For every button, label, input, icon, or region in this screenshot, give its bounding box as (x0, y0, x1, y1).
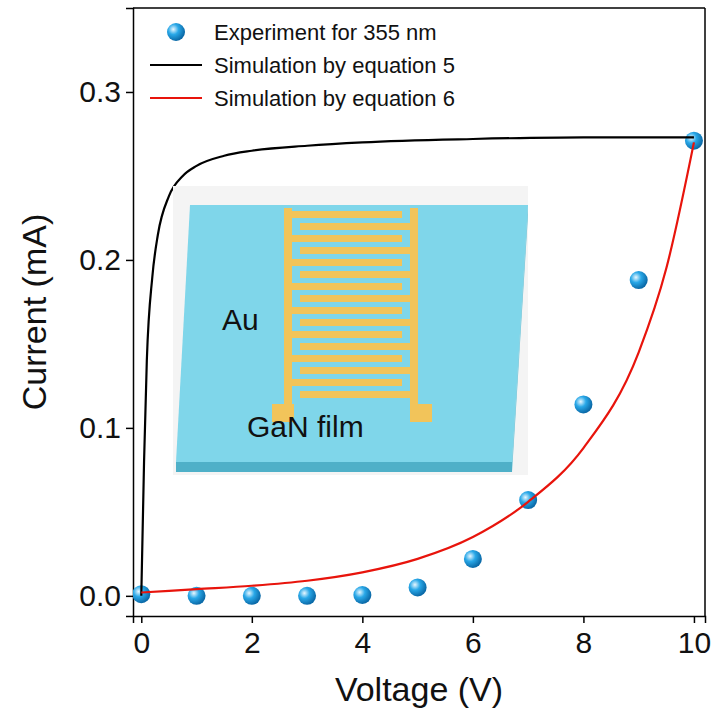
x-tick-mark (473, 616, 475, 623)
legend-entry: Experiment for 355 nm (167, 20, 437, 45)
x-tick-mark (141, 616, 143, 623)
electrode-finger (292, 211, 402, 218)
frame (133, 7, 705, 9)
experiment-point (298, 587, 316, 605)
legend-swatch (167, 23, 185, 41)
x-axis-line (134, 617, 706, 624)
legend-label: Simulation by equation 5 (214, 53, 455, 78)
electrodes (272, 208, 432, 422)
x-tick-mark (694, 616, 696, 623)
x-tick-mark (252, 616, 254, 623)
y-tick: 0.2 (79, 243, 133, 276)
legend-swatch (150, 97, 202, 99)
electrode-finger (292, 379, 402, 386)
frame (704, 8, 706, 616)
gan-plate-side (176, 462, 512, 472)
x-tick-label: 4 (355, 626, 372, 659)
inset: Au GaN film (173, 186, 528, 475)
electrode-finger (300, 319, 410, 326)
y-axis-title: Current (mA) (15, 214, 53, 410)
experiment-point (353, 586, 371, 604)
x-tick-label: 10 (678, 626, 711, 659)
x-tick: 8 (576, 616, 593, 659)
electrode-finger (300, 247, 410, 254)
x-tick: 10 (678, 616, 711, 659)
experiment-point (464, 550, 482, 568)
electrode-finger (292, 283, 402, 290)
gan-plate-top (176, 205, 528, 462)
electrode-finger (300, 343, 410, 350)
inset-label: Au (222, 303, 259, 336)
simulation-line (141, 142, 694, 592)
electrode-finger (292, 235, 402, 242)
y-tick-label: 0.2 (79, 243, 121, 276)
y-axis-line (126, 9, 134, 617)
x-tick-label: 0 (133, 626, 150, 659)
y-axis: 0.0 0.1 0.2 0.3 (79, 9, 133, 617)
electrode-finger (300, 295, 410, 302)
x-tick-label: 6 (465, 626, 482, 659)
x-tick-label: 8 (576, 626, 593, 659)
electrode-finger (292, 331, 402, 338)
y-tick-label: 0.0 (79, 579, 121, 612)
inset-background (173, 186, 528, 475)
legend-entry: Simulation by equation 6 (150, 86, 455, 111)
simulation-line (141, 137, 694, 596)
experiment-point (243, 587, 261, 605)
y-tick-label: 0.3 (79, 75, 121, 108)
chart: 0 2 4 6 8 10 0.0 0.1 0.2 0.3 Au GaN film Voltage (V)… (0, 0, 717, 715)
experiment-point (630, 271, 648, 289)
y-tick: 0.0 (79, 579, 133, 612)
legend-entry: Simulation by equation 5 (150, 53, 455, 78)
x-tick: 6 (465, 616, 482, 659)
y-tick-mark (126, 596, 133, 598)
y-tick: 0.3 (79, 75, 133, 108)
electrode-bus (284, 208, 292, 408)
inset-label: GaN film (247, 410, 364, 443)
x-tick: 0 (133, 616, 150, 659)
y-tick-mark (126, 92, 133, 94)
electrode-finger (300, 223, 410, 230)
x-tick: 4 (355, 616, 372, 659)
experiment-point (409, 578, 427, 596)
data-area (133, 132, 703, 605)
electrode-finger (292, 307, 402, 314)
electrode-finger (300, 271, 410, 278)
electrode-finger (292, 259, 402, 266)
y-tick: 0.1 (79, 411, 133, 444)
y-tick-label: 0.1 (79, 411, 121, 444)
electrode-finger (300, 367, 410, 374)
legend-swatch (150, 64, 202, 66)
legend-label: Experiment for 355 nm (214, 20, 437, 45)
legend: Experiment for 355 nm Simulation by equat… (150, 20, 455, 111)
x-tick: 2 (244, 616, 261, 659)
x-axis-title: Voltage (V) (335, 670, 503, 708)
x-tick-mark (583, 616, 585, 623)
gan-plate-edge (512, 205, 528, 472)
x-axis: 0 2 4 6 8 10 (133, 616, 711, 659)
electrode-bus (410, 208, 418, 408)
legend-label: Simulation by equation 6 (214, 86, 455, 111)
x-tick-label: 2 (244, 626, 261, 659)
y-tick-mark (126, 260, 133, 262)
electrode-finger (292, 355, 402, 362)
electrode-finger (300, 391, 410, 398)
electrode-pad (410, 404, 432, 422)
y-tick-mark (126, 428, 133, 430)
x-tick-mark (362, 616, 364, 623)
experiment-point (574, 395, 592, 413)
plot: 0 2 4 6 8 10 0.0 0.1 0.2 0.3 (79, 8, 711, 659)
